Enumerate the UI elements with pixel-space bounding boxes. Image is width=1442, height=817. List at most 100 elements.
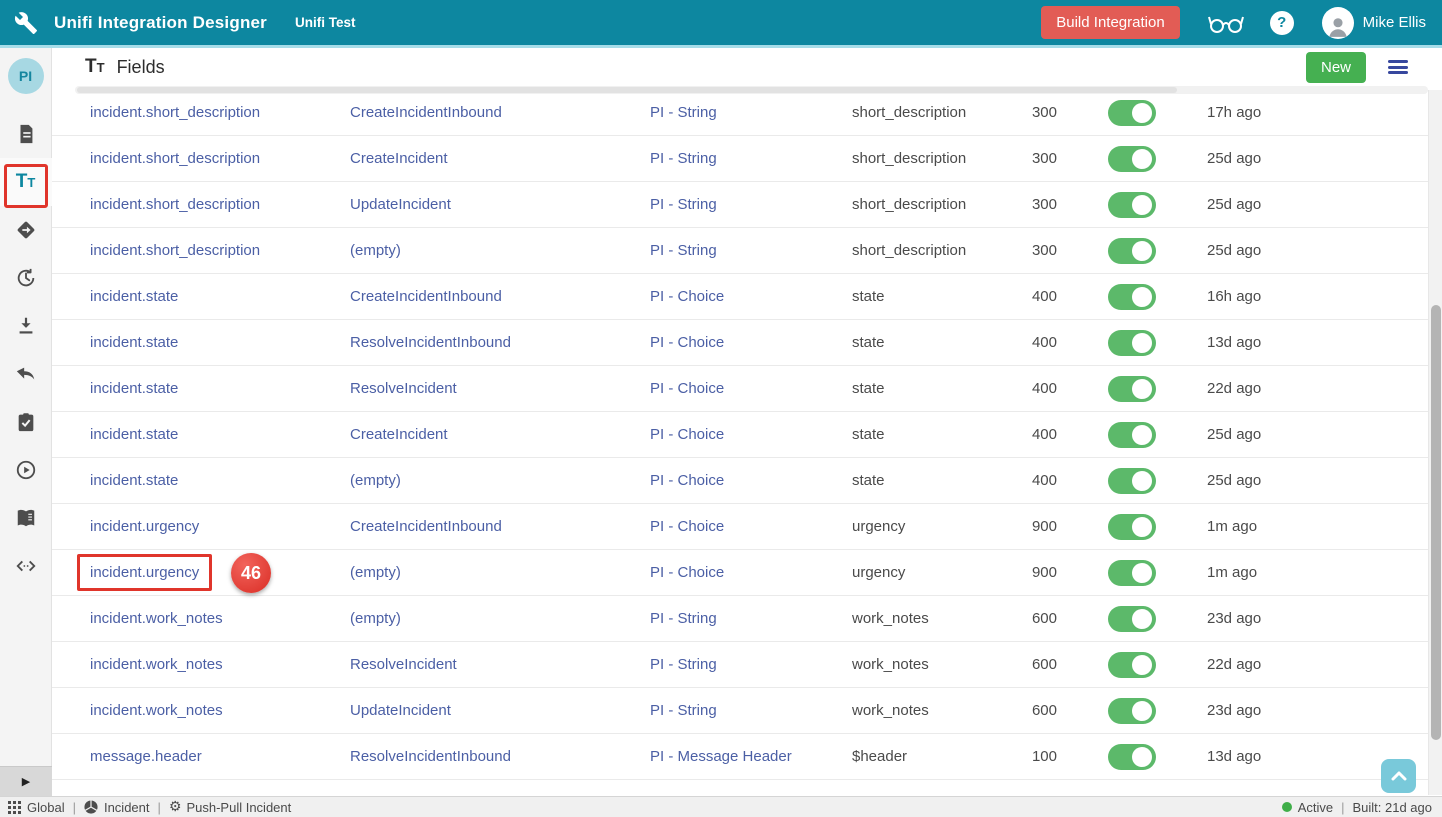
sidebar-expand-button[interactable]: ▶ [0,766,52,796]
field-link[interactable]: incident.work_notes [90,610,223,627]
sidebar-item-fields[interactable]: TT [0,158,52,206]
field-link[interactable]: incident.state [90,288,179,305]
user-avatar[interactable] [1321,6,1354,39]
action-link[interactable]: CreateIncidentInbound [350,288,502,305]
sidebar-item-scripts[interactable] [0,542,52,590]
type-link[interactable]: PI - String [650,104,717,121]
sidebar-item-documents[interactable] [0,110,52,158]
field-link[interactable]: incident.state [90,334,179,351]
enabled-toggle[interactable] [1108,651,1156,678]
type-link[interactable]: PI - Choice [650,380,725,397]
vertical-scrollbar-thumb[interactable] [1431,305,1441,740]
scroll-to-top-button[interactable] [1381,759,1416,793]
enabled-toggle[interactable] [1108,283,1156,310]
action-link[interactable]: CreateIncident [350,150,448,167]
enabled-toggle[interactable] [1108,697,1156,724]
type-link[interactable]: PI - Choice [650,472,725,489]
sidebar-item-history[interactable] [0,254,52,302]
type-link[interactable]: PI - String [650,150,717,167]
enabled-toggle[interactable] [1108,467,1156,494]
build-integration-button[interactable]: Build Integration [1041,6,1180,39]
field-link[interactable]: incident.urgency [90,518,200,535]
type-link[interactable]: PI - String [650,702,717,719]
enabled-toggle[interactable] [1108,99,1156,126]
enabled-toggle[interactable] [1108,191,1156,218]
action-link[interactable]: CreateIncidentInbound [350,104,502,121]
action-link[interactable]: CreateIncidentInbound [350,518,502,535]
horizontal-scrollbar-thumb[interactable] [77,87,1177,93]
sidebar-item-responses[interactable] [0,350,52,398]
enabled-toggle[interactable] [1108,605,1156,632]
type-link[interactable]: PI - String [650,196,717,213]
enabled-toggle[interactable] [1108,237,1156,264]
enabled-toggle[interactable] [1108,513,1156,540]
table-row: incident.state (empty) PI - Choice state 400… [52,458,1428,504]
action-link[interactable]: ResolveIncidentInbound [350,748,511,765]
field-link[interactable]: incident.state [90,426,179,443]
action-link[interactable]: UpdateIncident [350,196,451,213]
app-label[interactable]: Incident [103,799,150,815]
action-link[interactable]: ResolveIncident [350,656,457,673]
type-link[interactable]: PI - Choice [650,564,725,581]
field-link[interactable]: incident.short_description [90,196,261,213]
enabled-toggle[interactable] [1108,743,1156,770]
field-link[interactable]: incident.short_description [90,242,261,259]
type-link[interactable]: PI - String [650,656,717,673]
type-link[interactable]: PI - Choice [650,288,725,305]
type-link[interactable]: PI - Choice [650,426,725,443]
table-row: incident.short_description (empty) PI - St… [52,228,1428,274]
field-link[interactable]: incident.state [90,380,179,397]
sidebar-item-message-routes[interactable] [0,206,52,254]
column-name: work_notes [852,610,929,627]
order-value: 600 [1031,702,1057,719]
main-content: TT Fields New incident.short_description… [52,48,1442,796]
horizontal-scrollbar[interactable] [75,86,1428,94]
action-link[interactable]: (empty) [350,472,401,489]
action-link[interactable]: (empty) [350,564,401,581]
column-name: state [852,472,885,489]
field-link[interactable]: message.header [90,748,202,765]
action-link[interactable]: (empty) [350,242,401,259]
scope-label[interactable]: Global [27,799,65,815]
enabled-toggle[interactable] [1108,329,1156,356]
spectacles-icon[interactable] [1207,10,1244,36]
type-link[interactable]: PI - Message Header [650,748,792,765]
action-link[interactable]: CreateIncident [350,426,448,443]
vertical-scrollbar[interactable] [1428,90,1442,795]
field-link[interactable]: incident.short_description [90,104,261,121]
menu-icon[interactable] [1388,60,1408,74]
column-name: short_description [852,150,967,167]
user-name: Mike Ellis [1362,14,1426,31]
order-value: 400 [1031,334,1057,351]
table-row: incident.state CreateIncidentInbound PI - … [52,274,1428,320]
enabled-toggle[interactable] [1108,145,1156,172]
workspace-avatar-pi[interactable]: PI [7,58,44,94]
action-link[interactable]: ResolveIncidentInbound [350,334,511,351]
enabled-toggle[interactable] [1108,421,1156,448]
action-link[interactable]: UpdateIncident [350,702,451,719]
help-icon[interactable]: ? [1269,10,1294,35]
field-link[interactable]: incident.urgency [90,564,200,581]
active-status-dot [1281,802,1292,812]
field-link[interactable]: incident.work_notes [90,702,223,719]
sidebar-item-documentation[interactable] [0,494,52,542]
sidebar-item-run[interactable] [0,446,52,494]
enabled-toggle[interactable] [1108,559,1156,586]
field-link[interactable]: incident.state [90,472,179,489]
new-button[interactable]: New [1305,51,1366,83]
integration-label[interactable]: Push-Pull Incident [186,799,292,815]
action-link[interactable]: ResolveIncident [350,380,457,397]
field-link[interactable]: incident.work_notes [90,656,223,673]
type-link[interactable]: PI - String [650,242,717,259]
sidebar-item-tasks[interactable] [0,398,52,446]
field-link[interactable]: incident.short_description [90,150,261,167]
type-link[interactable]: PI - String [650,610,717,627]
integration-name[interactable]: Unifi Test [295,15,356,30]
type-link[interactable]: PI - Choice [650,518,725,535]
action-link[interactable]: (empty) [350,610,401,627]
column-name: work_notes [852,656,929,673]
download-icon [19,317,32,334]
enabled-toggle[interactable] [1108,375,1156,402]
sidebar-item-import[interactable] [0,302,52,350]
type-link[interactable]: PI - Choice [650,334,725,351]
